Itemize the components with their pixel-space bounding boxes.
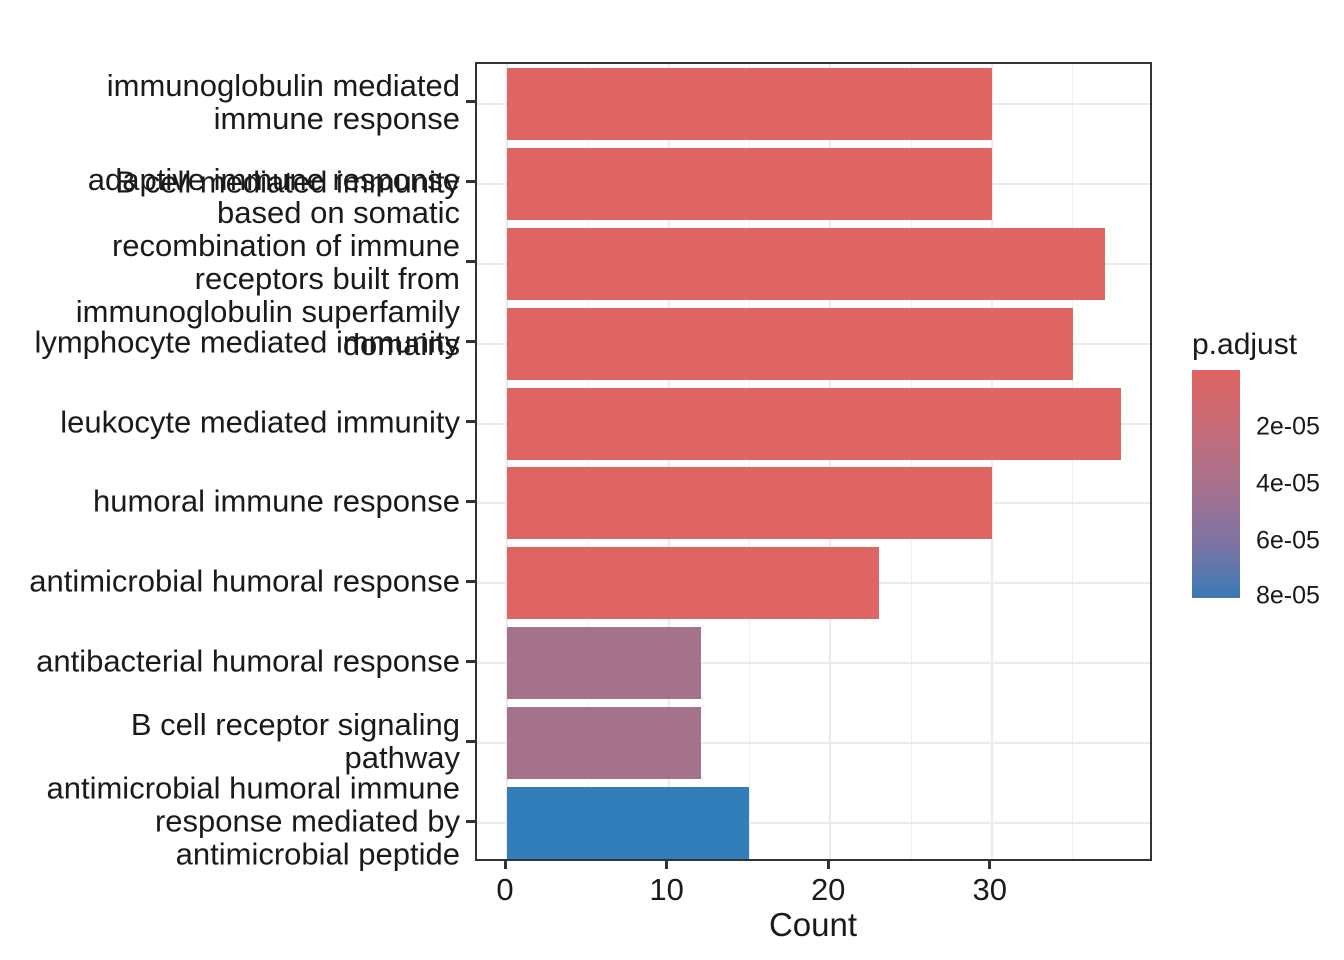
x-tick-mark — [826, 860, 830, 869]
y-axis-category-label: lymphocyte mediated immunity — [34, 324, 460, 360]
colorbar-tick-label: 4e-05 — [1256, 469, 1320, 498]
x-minor-gridline — [587, 64, 589, 859]
y-tick-mark — [466, 340, 475, 344]
bar — [507, 147, 992, 220]
y-axis-category-label: B cell receptor signaling pathway — [130, 707, 460, 776]
y-axis-category-label: immunoglobulin mediated immune response — [106, 67, 460, 136]
y-tick-mark — [466, 499, 475, 503]
y-tick-mark — [466, 100, 475, 104]
y-tick-mark — [466, 180, 475, 184]
x-tick-label: 20 — [810, 872, 846, 907]
y-tick-mark — [466, 659, 475, 663]
x-axis-title: Count — [768, 906, 858, 943]
x-tick-mark — [988, 860, 992, 869]
bar — [507, 307, 1073, 380]
bar — [507, 67, 992, 140]
y-axis-category-label: humoral immune response — [92, 483, 460, 519]
y-axis-category-label: leukocyte mediated immunity — [60, 404, 460, 440]
y-tick-mark — [466, 579, 475, 583]
x-major-gridline — [990, 64, 993, 859]
bar — [507, 387, 1122, 460]
y-axis-category-label: antimicrobial humoral response — [29, 563, 460, 599]
plot-panel — [475, 62, 1152, 861]
y-tick-mark — [466, 420, 475, 424]
x-tick-mark — [503, 860, 507, 869]
bar — [507, 467, 992, 540]
bar — [507, 787, 750, 859]
y-major-gridline — [477, 822, 1150, 825]
x-major-gridline — [506, 64, 508, 859]
legend-colorbar-gradient — [1192, 370, 1240, 598]
x-tick-label: 10 — [649, 872, 684, 907]
x-tick-label: 30 — [972, 872, 1008, 907]
colorbar-tick-label: 8e-05 — [1256, 581, 1320, 610]
bar — [507, 707, 701, 780]
x-tick-mark — [665, 860, 669, 869]
x-tick-label: 0 — [496, 872, 514, 907]
bar — [507, 547, 879, 620]
y-axis-category-label: adaptive immune response based on somati… — [75, 161, 460, 362]
x-minor-gridline — [1072, 64, 1074, 859]
y-major-gridline — [477, 662, 1150, 665]
y-axis-category-label: antimicrobial humoral immune response me… — [46, 770, 461, 872]
y-tick-mark — [466, 739, 475, 743]
x-major-gridline — [829, 64, 832, 859]
bar — [507, 227, 1105, 300]
colorbar-tick-label: 6e-05 — [1256, 526, 1320, 555]
bar — [507, 627, 701, 700]
y-tick-mark — [466, 819, 475, 823]
x-minor-gridline — [748, 64, 750, 859]
y-tick-mark — [466, 260, 475, 264]
x-major-gridline — [667, 64, 670, 859]
y-axis-category-label: antibacterial humoral response — [36, 643, 460, 679]
x-minor-gridline — [910, 64, 912, 859]
y-major-gridline — [477, 742, 1150, 745]
y-axis-category-label: B cell mediated immunity — [115, 164, 460, 200]
colorbar-tick-label: 2e-05 — [1256, 412, 1320, 441]
legend-title: p.adjust — [1192, 328, 1298, 361]
